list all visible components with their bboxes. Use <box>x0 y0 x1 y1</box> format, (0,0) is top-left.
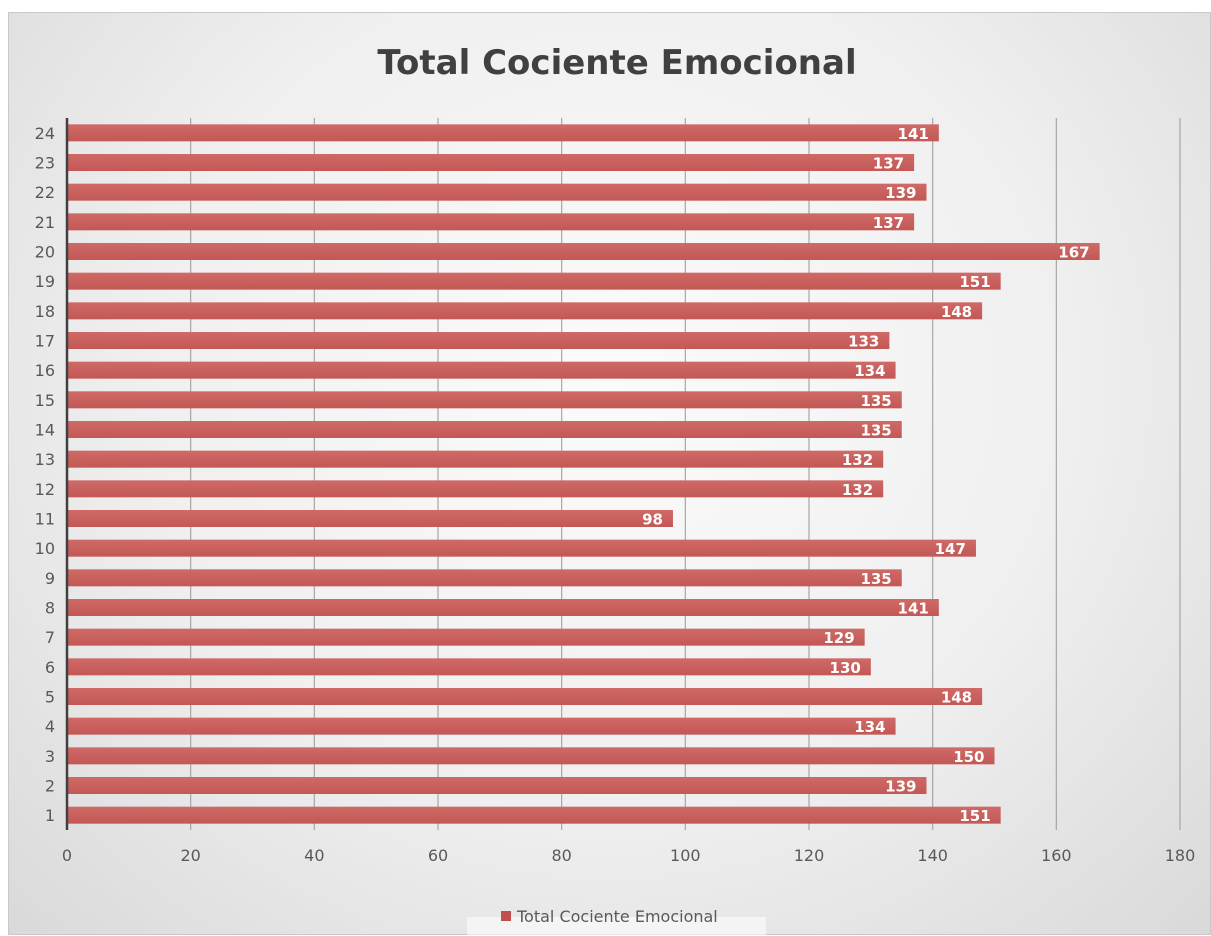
legend-label: Total Cociente Emocional <box>516 907 718 926</box>
x-tick-label: 80 <box>551 846 571 865</box>
bar <box>67 599 939 616</box>
bar <box>67 717 896 735</box>
x-tick-label: 100 <box>670 846 701 865</box>
bars: 151 139 150 134 148 130 129 141 135 147 98 132 132 13… <box>67 124 1100 825</box>
bar <box>67 213 915 231</box>
bar-data-label: 132 <box>842 481 873 499</box>
y-tick-label: 2 <box>45 777 55 796</box>
bar-data-label: 130 <box>830 659 861 677</box>
bar-data-label: 137 <box>873 214 904 232</box>
bar-data-label: 151 <box>959 807 990 825</box>
bar-data-label: 135 <box>860 570 891 588</box>
gridlines <box>190 118 1181 830</box>
y-tick-label: 14 <box>35 421 55 440</box>
bar-data-label: 134 <box>854 362 885 380</box>
x-tick-label: 60 <box>428 846 448 865</box>
bar-data-label: 139 <box>885 184 916 202</box>
legend-swatch <box>501 911 511 921</box>
bar <box>67 302 983 320</box>
y-tick-label: 7 <box>45 628 55 647</box>
x-tick-label: 120 <box>794 846 825 865</box>
x-tick-label: 20 <box>180 846 200 865</box>
bar-data-label: 98 <box>642 511 663 529</box>
y-tick-label: 5 <box>45 688 55 707</box>
legend: Total Cociente Emocional <box>467 907 766 936</box>
y-tick-label: 8 <box>45 599 55 618</box>
bar-data-label: 141 <box>898 600 929 618</box>
bar <box>67 154 915 171</box>
bar <box>67 510 673 527</box>
bar <box>67 480 884 498</box>
y-tick-label: 13 <box>35 450 55 469</box>
y-tick-label: 17 <box>35 332 55 351</box>
bar-data-label: 167 <box>1058 244 1089 262</box>
y-tick-label: 24 <box>35 124 55 143</box>
y-tick-label: 21 <box>35 213 55 232</box>
y-tick-label: 4 <box>45 717 55 736</box>
bar-data-label: 133 <box>848 333 879 351</box>
y-tick-label: 6 <box>45 658 55 677</box>
bar-data-label: 134 <box>854 718 885 736</box>
bar-data-label: 129 <box>823 629 854 647</box>
chart-container: Total Cociente Emocional 151 139 150 134 148… <box>8 12 1211 936</box>
bar <box>67 539 976 557</box>
y-tick-label: 23 <box>35 154 55 173</box>
bar <box>67 658 871 676</box>
bar <box>67 361 896 379</box>
bar <box>67 332 890 349</box>
bar-chart: Total Cociente Emocional 151139150134148… <box>35 43 1196 936</box>
bar <box>67 688 983 705</box>
x-tick-label: 180 <box>1165 846 1196 865</box>
bar <box>67 628 865 646</box>
y-tick-label: 20 <box>35 243 55 262</box>
chart-title: Total Cociente Emocional <box>377 43 856 83</box>
bar-data-label: 137 <box>873 155 904 173</box>
bar <box>67 806 1001 824</box>
y-tick-label: 19 <box>35 272 55 291</box>
bar-data-label: 135 <box>860 392 891 410</box>
bar-data-label: 139 <box>885 778 916 796</box>
axes: 0 20 40 60 80 100 120 140 160 1801234567891011121… <box>35 118 1196 865</box>
y-tick-label: 18 <box>35 302 55 321</box>
bar-data-label: 151 <box>959 273 990 291</box>
y-tick-label: 3 <box>45 747 55 766</box>
y-tick-label: 16 <box>35 361 55 380</box>
x-tick-label: 40 <box>304 846 324 865</box>
bar <box>67 450 884 468</box>
x-tick-label: 160 <box>1041 846 1072 865</box>
bar <box>67 777 927 794</box>
y-tick-label: 15 <box>35 391 55 410</box>
bar-data-label: 148 <box>941 303 972 321</box>
bar-data-label: 135 <box>860 422 891 440</box>
y-tick-label: 12 <box>35 480 55 499</box>
bar <box>67 243 1100 260</box>
bar <box>67 569 902 587</box>
bar-data-label: 141 <box>898 125 929 143</box>
bar <box>67 183 927 201</box>
y-tick-label: 1 <box>45 806 55 825</box>
x-tick-label: 140 <box>917 846 948 865</box>
y-tick-label: 11 <box>35 510 55 529</box>
bar <box>67 747 995 765</box>
bar <box>67 124 939 142</box>
bar <box>67 272 1001 290</box>
bar-data-label: 148 <box>941 689 972 707</box>
y-tick-label: 22 <box>35 183 55 202</box>
legend-box <box>467 917 766 936</box>
bar <box>67 421 902 438</box>
y-tick-label: 10 <box>35 539 55 558</box>
bar-data-label: 147 <box>935 540 966 558</box>
bar-data-label: 132 <box>842 451 873 469</box>
bar-data-label: 150 <box>953 748 984 766</box>
y-tick-label: 9 <box>45 569 55 588</box>
x-tick-label: 0 <box>62 846 72 865</box>
bar <box>67 391 902 409</box>
